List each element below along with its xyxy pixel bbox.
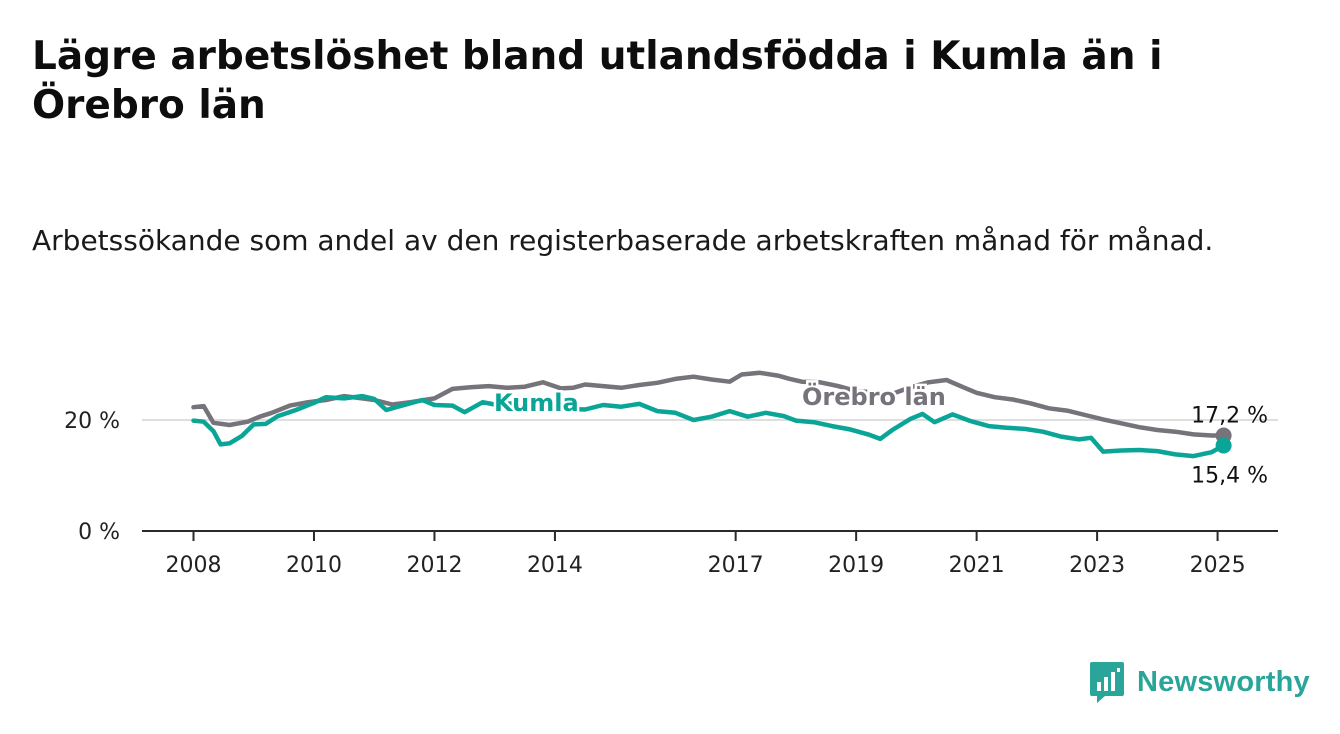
newsworthy-logo: Newsworthy	[1089, 660, 1310, 704]
series-line-kumla	[191, 393, 1226, 459]
x-tick-label: 2019	[828, 553, 884, 578]
x-axis-ticks: 2008 2010 2012 2014 2017 2019 2021 2023 2025	[166, 531, 1246, 578]
brand-name: Newsworthy	[1137, 665, 1310, 698]
x-tick-label: 2025	[1190, 553, 1246, 578]
y-tick-label: 0 %	[78, 520, 120, 545]
line-chart: 0 % 20 % 2008 2010 2012 2014 2017 2019 2021 2023…	[64, 370, 1278, 578]
x-tick-label: 2017	[708, 553, 764, 578]
x-tick-label: 2010	[286, 553, 342, 578]
series-end-value-kumla: 15,4 %	[1191, 464, 1268, 489]
series-lines	[191, 370, 1232, 459]
x-tick-label: 2008	[166, 553, 222, 578]
y-tick-label: 20 %	[64, 409, 120, 434]
series-line--rebro-l-n	[191, 370, 1226, 438]
x-tick-label: 2014	[527, 553, 583, 578]
series-labels: Örebro län 17,2 % Kumla 15,4 %	[492, 379, 1269, 489]
y-axis-ticks: 0 % 20 %	[64, 409, 120, 545]
bar-chart-icon	[1090, 662, 1124, 703]
chart-subtitle: Arbetssökande som andel av den registerb…	[32, 224, 1214, 257]
chart-title: Lägre arbetslöshet bland utlandsfödda i …	[32, 34, 1163, 128]
x-tick-label: 2012	[406, 553, 462, 578]
x-tick-label: 2023	[1069, 553, 1125, 578]
series-endpoint-kumla	[1215, 437, 1232, 454]
series-end-value--rebro-l-n: 17,2 %	[1191, 404, 1268, 429]
series-label-kumla: Kumla	[494, 389, 579, 417]
series-label--rebro-l-n: Örebro län	[802, 381, 946, 411]
x-tick-label: 2021	[949, 553, 1005, 578]
